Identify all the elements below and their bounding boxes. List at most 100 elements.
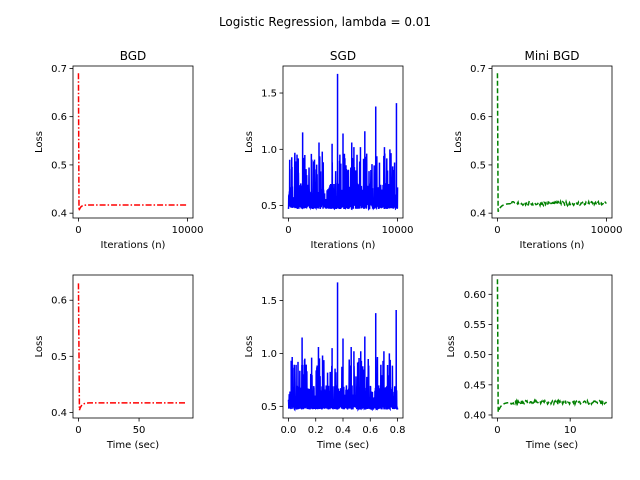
y-tick: 0.5 bbox=[51, 160, 73, 171]
x-tick: 0 bbox=[494, 218, 501, 236]
series-line-1 bbox=[287, 282, 399, 412]
y-tick-label: 1.5 bbox=[261, 89, 277, 100]
x-tick-label: 50 bbox=[133, 425, 146, 436]
x-axis-label: Time (sec) bbox=[316, 440, 369, 451]
y-tick: 0.5 bbox=[261, 201, 283, 212]
series-line-1 bbox=[496, 279, 608, 413]
subplot-5: 0.0 0.2 0.4 0.6 0.8 0.5 1.0 1.5 Time (sec) Loss bbox=[244, 274, 406, 451]
subplot-2: 0 10000 0.5 1.0 1.5 SGD Iterations (n) Loss bbox=[244, 49, 413, 251]
y-tick-label: 0.6 bbox=[51, 112, 67, 123]
y-tick: 0.5 bbox=[261, 402, 283, 413]
x-tick: 10000 bbox=[172, 218, 204, 236]
x-tick: 0.0 bbox=[281, 418, 296, 436]
x-axis-label: Time (sec) bbox=[106, 440, 159, 451]
y-tick-label: 0.6 bbox=[51, 296, 67, 307]
x-tick-label: 0 bbox=[75, 425, 81, 436]
y-tick: 0.55 bbox=[464, 320, 492, 331]
subplot-4: 0 50 0.4 0.5 0.6 Time (sec) Loss bbox=[34, 274, 194, 451]
x-tick-label: 10000 bbox=[591, 225, 623, 236]
y-tick: 0.6 bbox=[470, 112, 492, 123]
y-tick: 0.50 bbox=[464, 350, 492, 361]
y-tick: 0.4 bbox=[51, 209, 73, 220]
y-tick-label: 0.4 bbox=[51, 408, 67, 419]
y-tick: 0.6 bbox=[51, 112, 73, 123]
y-tick: 0.40 bbox=[464, 410, 492, 421]
x-axis-label: Iterations (n) bbox=[311, 240, 376, 251]
series-line-1 bbox=[77, 73, 188, 211]
x-tick: 0 bbox=[494, 418, 501, 436]
y-tick-label: 1.0 bbox=[261, 145, 277, 156]
y-tick: 1.0 bbox=[261, 349, 283, 360]
x-tick: 10000 bbox=[591, 218, 623, 236]
y-tick-label: 1.5 bbox=[261, 296, 277, 307]
series-line-1 bbox=[496, 73, 607, 212]
x-tick-label: 0.6 bbox=[362, 425, 378, 436]
y-tick: 0.7 bbox=[470, 64, 492, 75]
y-axis-label: Loss bbox=[34, 336, 45, 358]
subplot-title: Mini BGD bbox=[524, 49, 579, 63]
x-axis-label: Iterations (n) bbox=[520, 240, 585, 251]
y-tick-label: 0.5 bbox=[51, 160, 67, 171]
y-tick: 1.5 bbox=[261, 89, 283, 100]
y-tick-label: 0.60 bbox=[464, 290, 486, 301]
axes-frame bbox=[72, 65, 194, 219]
x-tick: 0.4 bbox=[335, 418, 351, 436]
series-line-1 bbox=[287, 73, 399, 211]
y-tick: 0.5 bbox=[51, 352, 73, 363]
axes-frame bbox=[491, 65, 613, 219]
y-tick: 0.45 bbox=[464, 380, 492, 391]
x-tick-label: 0.8 bbox=[390, 425, 406, 436]
y-tick: 0.4 bbox=[470, 209, 492, 220]
subplot-3: 0 10000 0.4 0.5 0.6 0.7 Mini BGD Iterations (n)… bbox=[453, 49, 622, 251]
y-tick-label: 0.4 bbox=[470, 209, 486, 220]
y-axis-label: Loss bbox=[244, 131, 255, 153]
y-tick: 0.6 bbox=[51, 296, 73, 307]
x-axis-label: Iterations (n) bbox=[101, 240, 166, 251]
x-tick-label: 0 bbox=[494, 425, 500, 436]
x-tick-label: 10000 bbox=[172, 225, 204, 236]
x-tick: 0 bbox=[75, 418, 82, 436]
x-tick-label: 0.4 bbox=[335, 425, 351, 436]
y-tick-label: 0.7 bbox=[51, 64, 67, 75]
x-tick-label: 10 bbox=[564, 425, 577, 436]
y-tick-label: 0.50 bbox=[464, 350, 486, 361]
y-axis-label: Loss bbox=[446, 336, 457, 358]
y-tick-label: 0.6 bbox=[470, 112, 486, 123]
x-tick: 10 bbox=[564, 418, 577, 436]
x-tick: 0.2 bbox=[308, 418, 324, 436]
x-tick-label: 0 bbox=[285, 225, 291, 236]
y-tick: 0.7 bbox=[51, 64, 73, 75]
x-tick: 0.8 bbox=[390, 418, 406, 436]
x-axis-label: Time (sec) bbox=[525, 440, 578, 451]
x-tick: 0 bbox=[75, 218, 82, 236]
y-tick: 0.60 bbox=[464, 290, 492, 301]
y-tick-label: 0.40 bbox=[464, 410, 486, 421]
y-tick-label: 0.7 bbox=[470, 64, 486, 75]
x-tick: 0.6 bbox=[362, 418, 378, 436]
subplot-title: BGD bbox=[120, 49, 147, 63]
x-tick: 10000 bbox=[382, 218, 413, 236]
subplot-1: 0 10000 0.4 0.5 0.6 0.7 BGD Iterations (n) Loss bbox=[34, 49, 203, 251]
series-line-1 bbox=[77, 283, 187, 411]
y-tick-label: 0.55 bbox=[464, 320, 486, 331]
y-tick-label: 0.5 bbox=[470, 160, 486, 171]
x-tick-label: 0.2 bbox=[308, 425, 324, 436]
y-axis-label: Loss bbox=[244, 336, 255, 358]
figure-title: Logistic Regression, lambda = 0.01 bbox=[219, 15, 431, 29]
y-tick-label: 0.5 bbox=[261, 201, 277, 212]
y-axis-label: Loss bbox=[453, 131, 464, 153]
axes-frame bbox=[491, 274, 613, 419]
y-tick-label: 0.4 bbox=[51, 209, 67, 220]
subplot-title: SGD bbox=[330, 49, 356, 63]
y-tick: 1.0 bbox=[261, 145, 283, 156]
y-tick: 1.5 bbox=[261, 296, 283, 307]
subplot-6: 0 10 0.40 0.45 0.50 0.55 0.60 Time (sec) Loss bbox=[446, 274, 613, 451]
y-tick: 0.4 bbox=[51, 408, 73, 419]
x-tick-label: 0 bbox=[75, 225, 81, 236]
y-tick-label: 1.0 bbox=[261, 349, 277, 360]
y-tick-label: 0.5 bbox=[51, 352, 67, 363]
y-tick: 0.5 bbox=[470, 160, 492, 171]
axes-frame bbox=[72, 274, 194, 419]
x-tick-label: 0 bbox=[494, 225, 500, 236]
